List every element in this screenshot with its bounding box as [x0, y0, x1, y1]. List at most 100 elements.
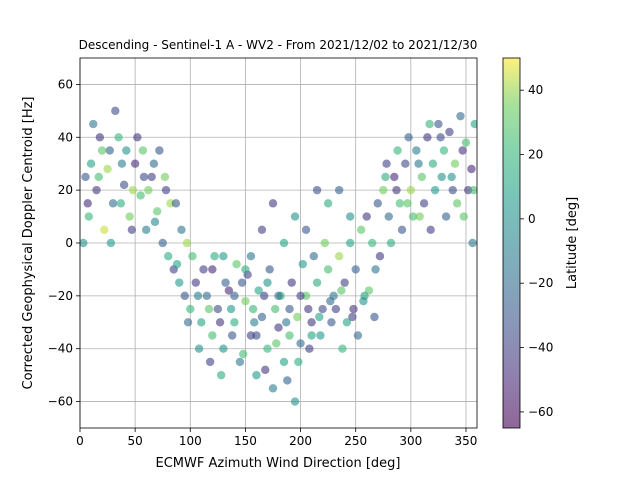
scatter-point	[279, 357, 289, 367]
scatter-point	[445, 127, 454, 137]
scatter-point	[191, 278, 200, 287]
scatter-point	[94, 172, 103, 182]
colorbar-gradient	[503, 58, 520, 428]
scatter-point	[257, 312, 267, 322]
scatter-point	[89, 119, 98, 129]
scatter-point	[294, 357, 303, 367]
y-axis-label: Corrected Geophysical Doppler Centroid […	[21, 96, 36, 389]
scatter-point	[426, 225, 435, 234]
scatter-point	[274, 323, 283, 332]
scatter-point	[226, 304, 236, 314]
scatter-point	[439, 146, 449, 155]
scatter-point	[323, 265, 333, 274]
x-axis: 0 50 100 150 200 250 300 350	[76, 428, 477, 448]
scatter-point	[334, 252, 344, 261]
scatter-point	[265, 265, 274, 274]
scatter-point	[393, 146, 402, 155]
colorbar-label: Latitude [deg]	[565, 197, 580, 289]
scatter-point	[202, 291, 212, 301]
scatter-point	[331, 304, 341, 314]
scatter-point	[150, 217, 160, 227]
x-tick-label: 300	[399, 434, 422, 448]
scatter-point	[213, 304, 223, 314]
scatter-point	[259, 291, 269, 301]
scatter-point	[419, 199, 429, 208]
scatter-point	[111, 106, 120, 116]
scatter-point	[285, 304, 294, 314]
scatter-point	[180, 291, 189, 301]
scatter-point	[215, 318, 225, 327]
scatter-point	[161, 185, 171, 195]
scatter-point	[468, 238, 477, 248]
x-axis-label: ECMWF Azimuth Wind Direction [deg]	[156, 456, 401, 471]
scatter-point	[357, 225, 366, 234]
scatter-point	[274, 291, 283, 301]
scatter-point	[158, 238, 167, 248]
scatter-point	[216, 370, 226, 380]
scatter-point	[337, 286, 346, 295]
scatter-point	[133, 133, 142, 142]
scatter-point	[105, 146, 114, 155]
scatter-point	[448, 185, 457, 195]
scatter-point	[307, 331, 316, 340]
scatter-point	[183, 318, 193, 327]
scatter-point	[307, 318, 316, 327]
scatter-point	[348, 312, 357, 322]
scatter-point	[417, 172, 427, 182]
scatter-point	[144, 185, 153, 195]
scatter-point	[467, 164, 476, 174]
scatter-point	[175, 278, 184, 287]
scatter-point	[232, 259, 241, 269]
scatter-point	[141, 225, 151, 234]
scatter-point	[248, 304, 258, 314]
scatter-point	[103, 164, 112, 174]
scatter-point	[160, 172, 170, 182]
scatter-point	[381, 172, 390, 182]
scatter-point	[108, 199, 118, 208]
scatter-point	[235, 357, 245, 367]
scatter-point	[219, 344, 228, 353]
scatter-point	[436, 133, 445, 142]
scatter-point	[208, 265, 217, 274]
scatter-point	[272, 339, 281, 348]
scatter-point	[458, 146, 467, 155]
scatter-point	[227, 331, 237, 340]
scatter-point	[81, 172, 90, 182]
scatter-point	[97, 146, 107, 155]
scatter-point	[290, 397, 300, 406]
scatter-point	[208, 331, 217, 340]
scatter-point	[368, 238, 377, 248]
scatter-point	[401, 159, 410, 168]
scatter-point	[263, 344, 272, 353]
scatter-point	[338, 344, 347, 353]
colorbar-tick-label: 0	[528, 212, 536, 226]
scatter-point	[349, 304, 358, 314]
scatter-point	[428, 159, 438, 168]
scatter-point	[252, 370, 261, 380]
scatter-point	[188, 252, 197, 261]
scatter-point	[119, 180, 129, 190]
x-tick-label: 50	[127, 434, 142, 448]
scatter-point	[406, 185, 416, 195]
y-tick-label: −60	[48, 395, 73, 409]
scatter-point	[345, 238, 355, 248]
scatter-point	[199, 265, 208, 274]
chart-title: Descending - Sentinel-1 A - WV2 - From 2…	[79, 38, 478, 52]
scatter-point	[353, 331, 363, 340]
colorbar-tick-label: 40	[528, 83, 543, 97]
y-tick-label: −40	[48, 342, 73, 356]
scatter-point	[122, 146, 131, 155]
scatter-point	[270, 304, 280, 314]
scatter-point	[125, 212, 134, 221]
scatter-point	[395, 199, 405, 208]
scatter-point	[139, 172, 149, 182]
scatter-point	[149, 159, 159, 168]
scatter-point	[186, 304, 195, 314]
scatter-point	[283, 376, 292, 385]
scatter-point	[241, 265, 250, 274]
colorbar-tick-label: −20	[528, 276, 553, 290]
scatter-point	[263, 278, 272, 287]
scatter-point	[221, 278, 230, 287]
scatter-point	[116, 199, 126, 208]
